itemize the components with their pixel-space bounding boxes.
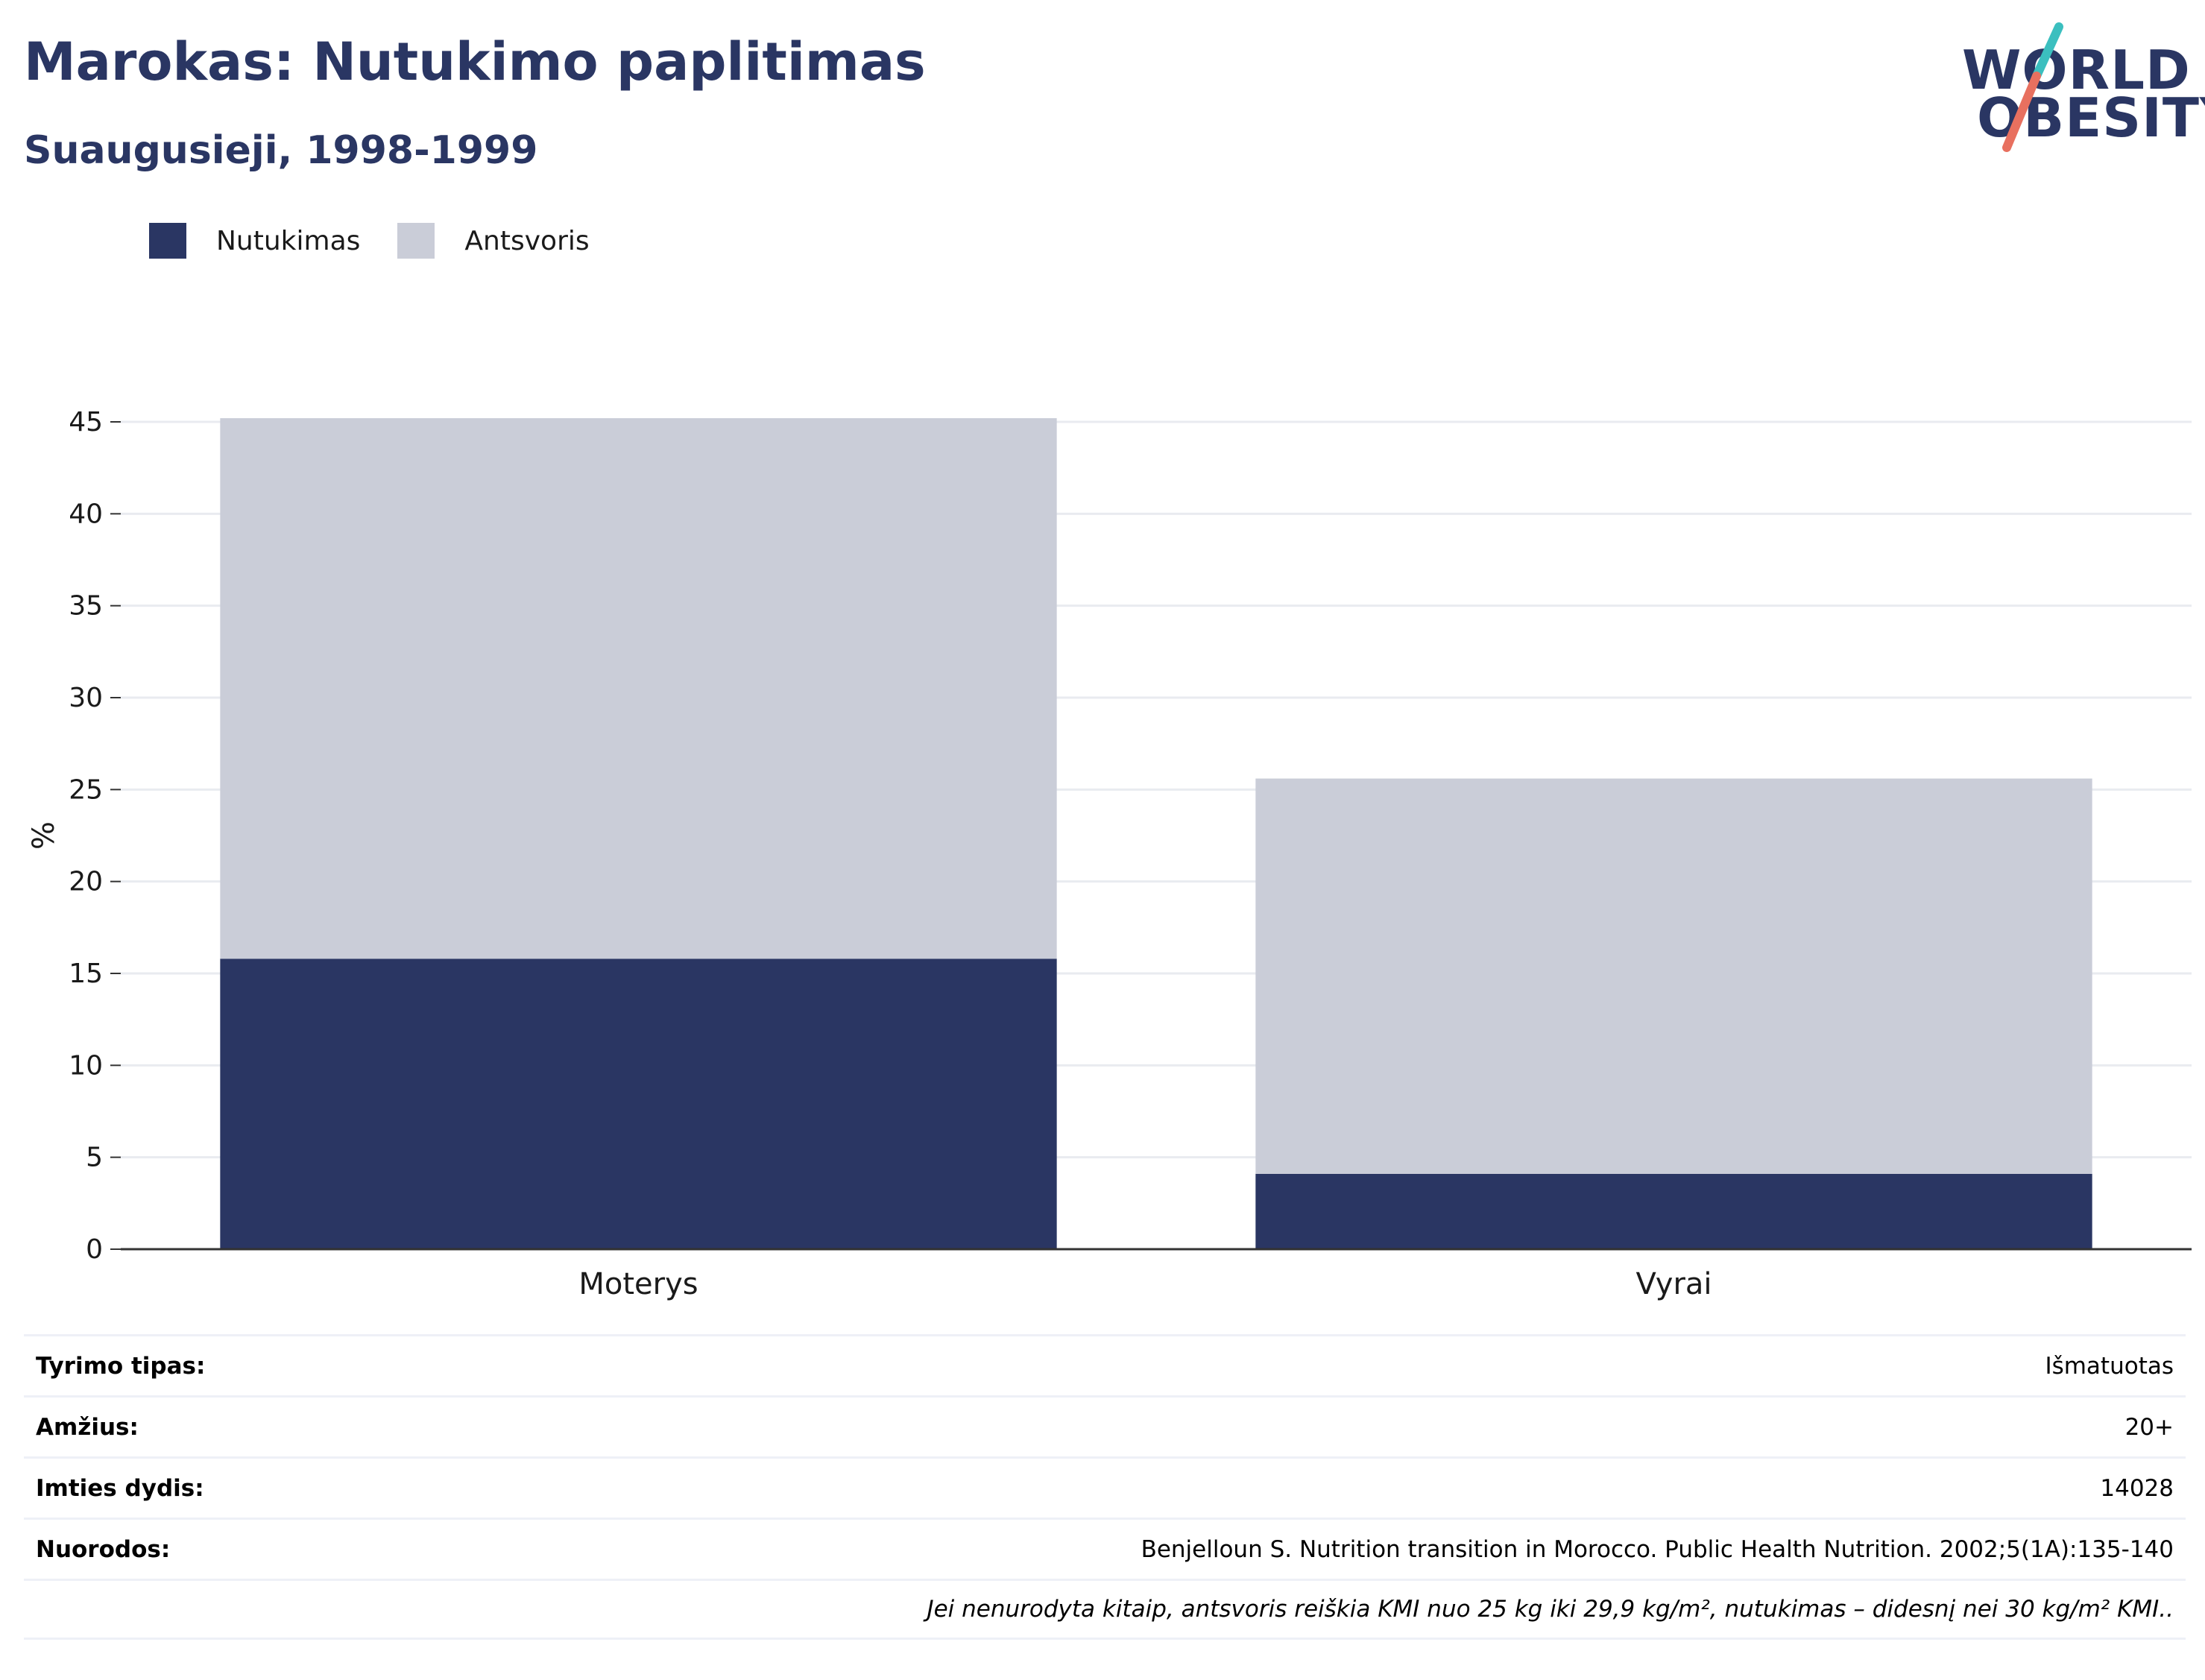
bar-nutukimas-vyrai (1255, 1173, 2092, 1249)
y-axis-label: % (27, 821, 61, 850)
legend-swatch-nutukimas (149, 223, 186, 259)
study-info-table: Tyrimo tipas: Išmatuotas Amžius: 20+ Imt… (24, 1334, 2186, 1640)
info-row-sample-size: Imties dydis: 14028 (24, 1456, 2186, 1518)
chart-legend: Nutukimas Antsvoris (149, 222, 627, 259)
definition-note: Jei nenurodyta kitaip, antsvoris reiškia… (927, 1596, 2174, 1623)
info-value: 14028 (2100, 1474, 2174, 1502)
legend-label-nutukimas: Nutukimas (216, 225, 361, 256)
logo-line-1: WORLD (1962, 39, 2191, 101)
stacked-bar-chart: 0 5 10 15 20 25 30 35 40 45% Moterys Vyrai (27, 407, 2192, 1301)
info-value: Benjelloun S. Nutrition transition in Mo… (1141, 1535, 2174, 1563)
x-tick-label: Vyrai (1635, 1267, 1712, 1301)
y-tick-label: 45 (69, 407, 103, 438)
info-label: Nuorodos: (36, 1535, 171, 1563)
legend-label-antsvoris: Antsvoris (464, 225, 590, 256)
y-tick-label: 25 (69, 774, 103, 805)
logo-slash-icon (2002, 22, 2063, 152)
legend-item-antsvoris[interactable]: Antsvoris (397, 223, 590, 259)
info-label: Tyrimo tipas: (36, 1352, 206, 1380)
y-tick-label: 35 (69, 591, 103, 622)
y-tick-label: 40 (69, 499, 103, 529)
info-label: Imties dydis: (36, 1474, 204, 1502)
info-row-age: Amžius: 20+ (24, 1395, 2186, 1456)
info-value: Išmatuotas (2045, 1352, 2174, 1380)
legend-item-nutukimas[interactable]: Nutukimas (149, 223, 360, 259)
y-tick-label: 20 (69, 867, 103, 897)
y-tick-label: 30 (69, 683, 103, 713)
bar-antsvoris-moterys (220, 418, 1057, 959)
info-value: 20+ (2124, 1413, 2174, 1441)
page-subtitle: Suaugusieji, 1998-1999 (24, 128, 538, 173)
info-label: Amžius: (36, 1413, 139, 1441)
y-tick-label: 5 (86, 1143, 103, 1173)
y-tick-label: 10 (69, 1050, 103, 1081)
info-row-study-type: Tyrimo tipas: Išmatuotas (24, 1334, 2186, 1395)
x-tick-label: Moterys (578, 1267, 698, 1301)
info-row-note: Jei nenurodyta kitaip, antsvoris reiškia… (24, 1579, 2186, 1640)
page-title: Marokas: Nutukimo paplitimas (24, 31, 926, 92)
bar-nutukimas-moterys (220, 959, 1057, 1249)
info-row-references: Nuorodos: Benjelloun S. Nutrition transi… (24, 1518, 2186, 1579)
bar-antsvoris-vyrai (1255, 778, 2092, 1174)
world-obesity-logo: WORLD OBESITY (1938, 22, 2205, 157)
y-tick-label: 0 (86, 1234, 103, 1265)
legend-swatch-antsvoris (397, 223, 435, 259)
y-tick-label: 15 (69, 959, 103, 989)
